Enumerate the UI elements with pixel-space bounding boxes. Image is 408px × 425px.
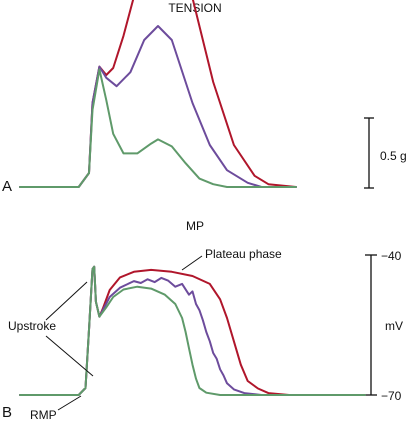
rmp-leader: [57, 395, 82, 411]
tension-trace-3: [19, 68, 297, 188]
panel-b-letter: B: [2, 404, 12, 421]
tension-scale-bar: 0.5 g: [364, 117, 407, 189]
tension-panel: TENSION A 0.5 g: [2, 0, 407, 195]
upstroke-leader-lower: [45, 335, 94, 377]
scale-bar-label: 0.5 g: [380, 149, 407, 163]
mv-axis-label: mV: [385, 319, 403, 333]
mv-tick-label-top: −40: [381, 249, 402, 263]
plateau-phase-label: Plateau phase: [205, 247, 282, 261]
plateau-phase-leader: [181, 255, 203, 271]
tension-trace-1: [19, 0, 297, 188]
upstroke-label: Upstroke: [8, 319, 56, 333]
rmp-label: RMP: [30, 408, 57, 422]
annotations: Plateau phase Upstroke RMP: [8, 247, 282, 422]
mp-traces: [19, 265, 366, 396]
panel-a-letter: A: [2, 178, 12, 195]
tension-traces: [19, 0, 297, 188]
upstroke-leader-upper: [45, 281, 88, 321]
membrane-potential-panel: MP B −40 −70 mV Plateau phase Upstroke R…: [2, 219, 403, 422]
mp-title: MP: [186, 219, 204, 233]
mp-trace-2: [19, 265, 366, 396]
mp-trace-3: [19, 265, 366, 396]
mp-trace-1: [19, 265, 366, 396]
mv-tick-label-bottom: −70: [381, 389, 402, 403]
mv-axis: −40 −70 mV: [365, 249, 403, 403]
tension-trace-2: [19, 25, 297, 188]
